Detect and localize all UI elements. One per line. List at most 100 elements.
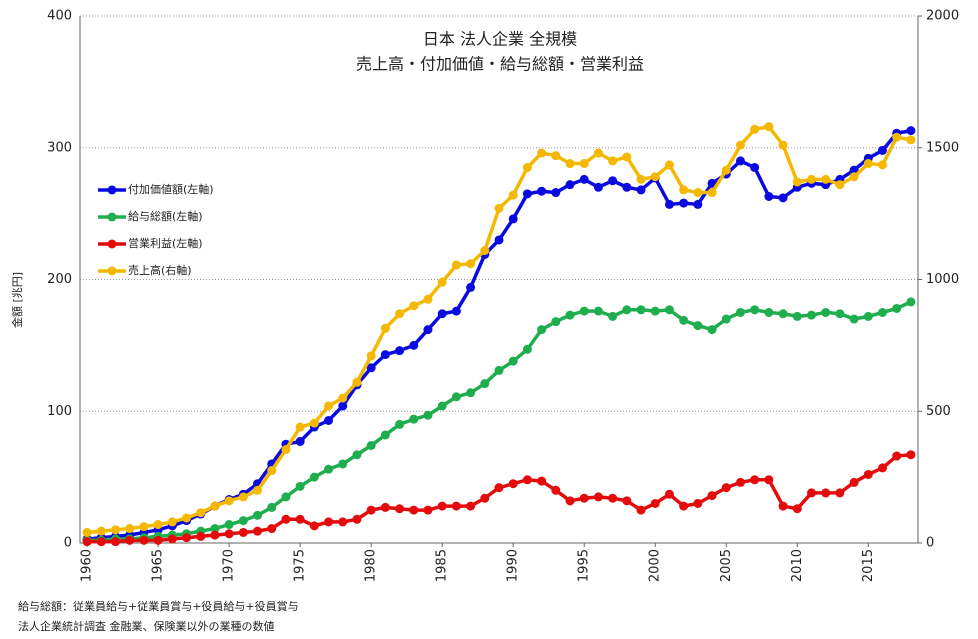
y-tick-label: 200 <box>47 272 72 287</box>
data-point <box>707 178 717 188</box>
data-point <box>764 307 774 317</box>
x-tick-label: 2000 <box>648 549 663 582</box>
data-point <box>679 315 689 325</box>
data-point <box>338 393 348 403</box>
data-point <box>253 526 263 536</box>
data-point <box>309 418 319 428</box>
data-point <box>494 483 504 493</box>
data-point <box>111 525 121 535</box>
data-point <box>253 485 263 495</box>
data-point <box>423 325 433 335</box>
data-point <box>437 309 447 319</box>
data-point <box>437 401 447 411</box>
data-point <box>210 530 220 540</box>
y2-tick-label: 2000 <box>926 9 959 24</box>
data-point <box>466 388 476 398</box>
data-point <box>451 306 461 316</box>
data-point <box>380 323 390 333</box>
data-point <box>693 199 703 209</box>
data-point <box>579 493 589 503</box>
data-point <box>877 160 887 170</box>
data-point <box>494 365 504 375</box>
data-point <box>480 379 490 389</box>
x-tick-label: 2015 <box>861 549 876 582</box>
data-point <box>338 401 348 411</box>
data-point <box>636 505 646 515</box>
data-point <box>707 188 717 198</box>
data-point <box>324 517 334 527</box>
data-point <box>551 188 561 198</box>
data-point <box>735 307 745 317</box>
data-point <box>522 189 532 199</box>
y2-tick-label: 0 <box>926 536 934 551</box>
data-point <box>764 122 774 132</box>
data-point <box>778 140 788 150</box>
data-point <box>480 246 490 256</box>
data-point <box>778 193 788 203</box>
data-point <box>309 521 319 531</box>
data-point <box>579 306 589 316</box>
data-point <box>409 340 419 350</box>
data-point <box>451 501 461 511</box>
y-tick-label: 100 <box>47 404 72 419</box>
data-point <box>324 401 334 411</box>
data-point <box>494 203 504 213</box>
data-point <box>636 185 646 195</box>
data-point <box>153 535 163 545</box>
data-point <box>892 132 902 142</box>
data-point <box>196 508 206 518</box>
data-point <box>210 524 220 534</box>
data-point <box>593 182 603 192</box>
data-point <box>906 450 916 460</box>
data-point <box>764 475 774 485</box>
footnote: 給与総額：従業員給与+従業員賞与+役員給与+役員賞与 <box>18 599 299 613</box>
data-point <box>622 305 632 315</box>
data-point <box>693 498 703 508</box>
x-tick-label: 1980 <box>364 549 379 582</box>
data-point <box>409 301 419 311</box>
x-tick-label: 1965 <box>151 549 166 582</box>
data-point <box>664 199 674 209</box>
data-point <box>466 259 476 269</box>
x-tick-label: 1970 <box>222 549 237 582</box>
data-point <box>551 485 561 495</box>
data-point <box>650 306 660 316</box>
data-point <box>167 517 177 527</box>
data-point <box>537 325 547 335</box>
data-point <box>508 356 518 366</box>
data-point <box>437 501 447 511</box>
data-point <box>210 501 220 511</box>
data-point <box>735 477 745 487</box>
data-point <box>409 414 419 424</box>
data-point <box>139 535 149 545</box>
data-point <box>352 450 362 460</box>
data-point <box>721 314 731 324</box>
data-point <box>750 475 760 485</box>
data-point <box>707 325 717 335</box>
data-point <box>437 277 447 287</box>
data-point <box>835 488 845 498</box>
data-point <box>721 483 731 493</box>
data-point <box>778 309 788 319</box>
data-point <box>664 305 674 315</box>
data-point <box>182 513 192 523</box>
data-point <box>636 174 646 184</box>
data-point <box>650 498 660 508</box>
data-point <box>522 344 532 354</box>
data-point <box>565 180 575 190</box>
data-point <box>593 306 603 316</box>
data-point <box>267 524 277 534</box>
data-point <box>96 526 106 536</box>
data-point <box>338 459 348 469</box>
data-point <box>480 493 490 503</box>
data-point <box>224 520 234 530</box>
data-point <box>537 476 547 486</box>
data-point <box>650 172 660 182</box>
data-point <box>792 504 802 514</box>
data-point <box>466 282 476 292</box>
data-point <box>395 419 405 429</box>
data-point <box>295 481 305 491</box>
data-point <box>565 159 575 169</box>
data-point <box>863 159 873 169</box>
